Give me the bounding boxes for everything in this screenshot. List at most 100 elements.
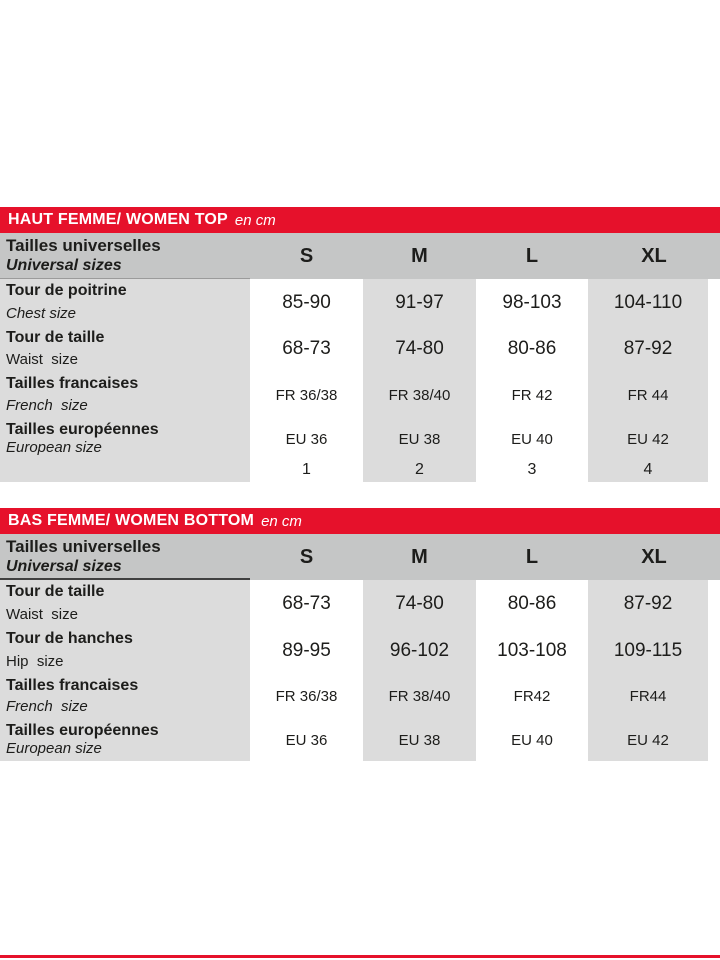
- table-row-french-size: Tailles francaises French size FR 36/38 …: [0, 372, 720, 418]
- size-value-cell: 4: [588, 458, 708, 482]
- right-margin: [708, 326, 720, 372]
- row-label-en: Hip size: [6, 653, 64, 670]
- size-value-cell: 109-115: [588, 627, 708, 674]
- size-value-cell: 74-80: [363, 580, 476, 627]
- size-value-cell: 3: [476, 458, 588, 482]
- row-label-en: Chest size: [6, 305, 77, 322]
- table-row-european-size: Tailles européennes European size EU 36 …: [0, 418, 720, 460]
- size-value-cell: 87-92: [588, 580, 708, 627]
- footer-divider: [0, 955, 720, 958]
- size-value-cell: EU 38: [363, 719, 476, 761]
- size-value-cell: FR 42: [476, 372, 588, 418]
- size-value-cell: EU 42: [588, 418, 708, 460]
- row-label: Tour de taille Waist size: [0, 580, 250, 627]
- column-header-xl: XL: [641, 244, 667, 267]
- table-row-waist: Tour de taille Waist size 68-73 74-80 80…: [0, 580, 720, 627]
- row-label-fr: Tailles francaises: [6, 677, 139, 694]
- size-value-cell: EU 36: [250, 418, 363, 460]
- size-value-cell: FR42: [476, 674, 588, 719]
- women-bottom-title-bar: BAS FEMME/ WOMEN BOTTOM en cm: [0, 508, 720, 534]
- column-header-s: S: [299, 545, 314, 568]
- size-value-cell: 91-97: [363, 279, 476, 326]
- size-value-cell: 80-86: [476, 580, 588, 627]
- size-value-cell: FR 36/38: [250, 372, 363, 418]
- row-label: Tailles francaises French size: [0, 372, 250, 418]
- row-label-en: Waist size: [6, 351, 78, 368]
- column-header-m: M: [411, 244, 428, 267]
- right-margin: [708, 719, 720, 761]
- size-value-cell: FR 38/40: [363, 674, 476, 719]
- row-label-fr: Tour de taille: [6, 329, 105, 346]
- row-label: Tailles européennes European size: [0, 418, 250, 460]
- right-margin: [708, 279, 720, 326]
- row-label-en: European size: [6, 439, 102, 456]
- header-label-fr: Tailles universelles: [6, 236, 161, 255]
- row-label-fr: Tour de hanches: [6, 630, 133, 647]
- table-row-size-number: 1 2 3 4: [0, 458, 720, 482]
- table-title: HAUT FEMME/ WOMEN TOP: [8, 211, 228, 228]
- size-value-cell: 74-80: [363, 326, 476, 372]
- row-label: Tour de poitrine Chest size: [0, 279, 250, 326]
- table-title: BAS FEMME/ WOMEN BOTTOM: [8, 512, 255, 529]
- unit-label: en cm: [261, 512, 302, 530]
- column-header-s: S: [299, 244, 314, 267]
- size-value-cell: EU 40: [476, 719, 588, 761]
- right-margin: [708, 627, 720, 674]
- row-label-en: French size: [6, 397, 88, 414]
- women-bottom-size-table: BAS FEMME/ WOMEN BOTTOM en cm Tailles un…: [0, 508, 720, 761]
- between-tables-whitespace: [0, 482, 720, 508]
- row-label-en: French size: [6, 698, 88, 715]
- right-margin: [708, 418, 720, 460]
- size-value-cell: FR44: [588, 674, 708, 719]
- header-label-en: Universal sizes: [6, 257, 122, 274]
- size-value-cell: FR 44: [588, 372, 708, 418]
- header-label-en: Universal sizes: [6, 558, 122, 575]
- right-margin: [708, 458, 720, 482]
- size-value-cell: EU 36: [250, 719, 363, 761]
- size-value-cell: FR 38/40: [363, 372, 476, 418]
- size-value-cell: 89-95: [250, 627, 363, 674]
- size-value-cell: 103-108: [476, 627, 588, 674]
- size-value-cell: 85-90: [250, 279, 363, 326]
- table-row-waist: Tour de taille Waist size 68-73 74-80 80…: [0, 326, 720, 372]
- table-row-chest: Tour de poitrine Chest size 85-90 91-97 …: [0, 279, 720, 326]
- header-row: Tailles universelles Universal sizes S M…: [0, 233, 720, 279]
- right-margin: [708, 372, 720, 418]
- size-value-cell: 1: [250, 458, 363, 482]
- row-label: Tour de taille Waist size: [0, 326, 250, 372]
- size-value-cell: FR 36/38: [250, 674, 363, 719]
- top-whitespace: [0, 0, 720, 207]
- size-value-cell: 96-102: [363, 627, 476, 674]
- row-label-fr: Tailles francaises: [6, 375, 139, 392]
- row-header-title: Tailles universelles Universal sizes: [0, 534, 250, 580]
- row-header-title: Tailles universelles Universal sizes: [0, 233, 250, 279]
- right-margin: [708, 580, 720, 627]
- header-row: Tailles universelles Universal sizes S M…: [0, 534, 720, 580]
- column-header-m: M: [411, 545, 428, 568]
- size-value-cell: 80-86: [476, 326, 588, 372]
- table-row-hip: Tour de hanches Hip size 89-95 96-102 10…: [0, 627, 720, 674]
- right-margin: [708, 674, 720, 719]
- size-value-cell: EU 38: [363, 418, 476, 460]
- women-top-size-table: HAUT FEMME/ WOMEN TOP en cm Tailles univ…: [0, 207, 720, 482]
- row-label-fr: Tailles européennes: [6, 421, 159, 438]
- row-label-empty: [0, 458, 250, 482]
- unit-label: en cm: [234, 211, 276, 229]
- column-header-l: L: [525, 545, 539, 568]
- header-label-fr: Tailles universelles: [6, 537, 161, 556]
- size-value-cell: 68-73: [250, 580, 363, 627]
- row-label-en: Waist size: [6, 606, 78, 623]
- table-row-french-size: Tailles francaises French size FR 36/38 …: [0, 674, 720, 719]
- size-value-cell: EU 40: [476, 418, 588, 460]
- column-header-xl: XL: [641, 545, 667, 568]
- size-value-cell: 98-103: [476, 279, 588, 326]
- size-value-cell: 68-73: [250, 326, 363, 372]
- column-header-l: L: [525, 244, 539, 267]
- row-label-en: European size: [6, 740, 102, 757]
- row-label: Tailles européennes European size: [0, 719, 250, 761]
- row-label: Tour de hanches Hip size: [0, 627, 250, 674]
- size-value-cell: EU 42: [588, 719, 708, 761]
- size-value-cell: 104-110: [588, 279, 708, 326]
- row-label-fr: Tailles européennes: [6, 722, 159, 739]
